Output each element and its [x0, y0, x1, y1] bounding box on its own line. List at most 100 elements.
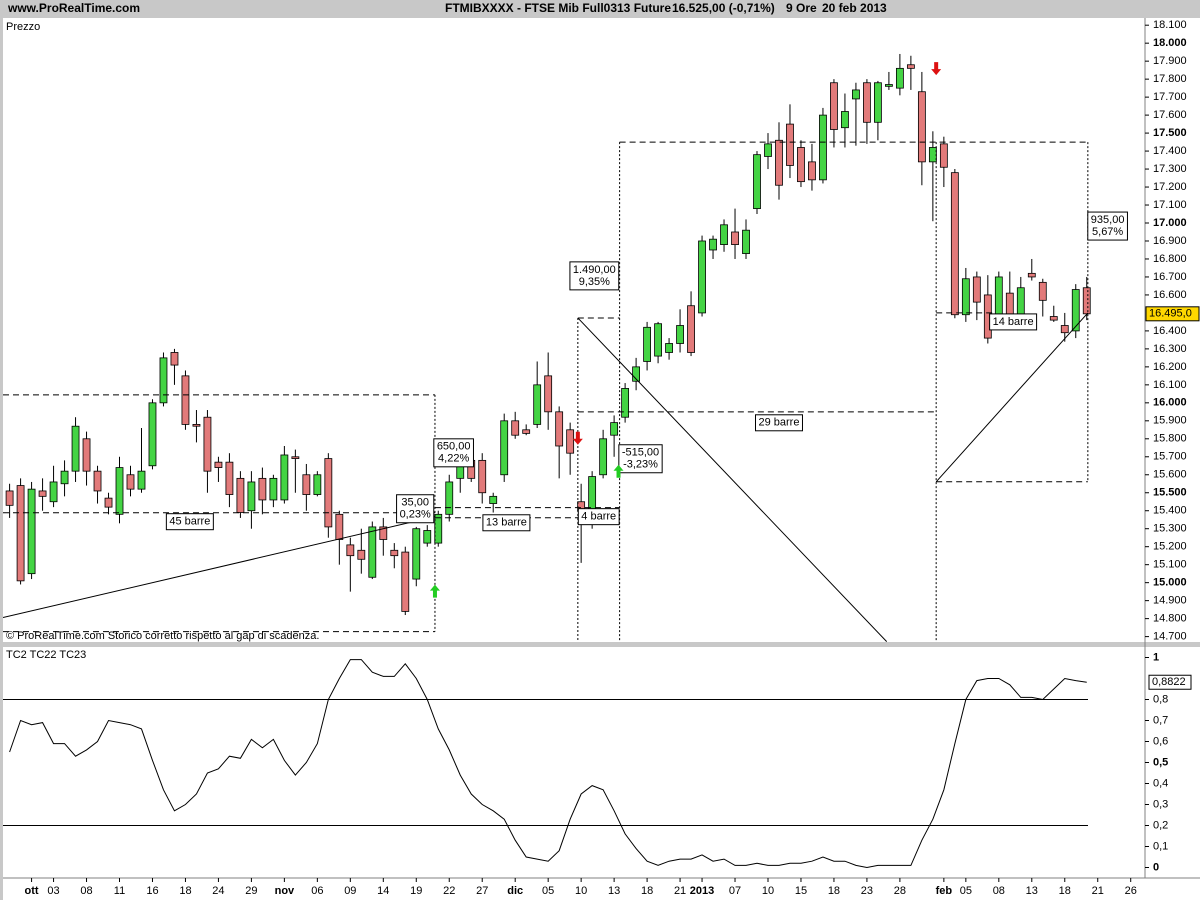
candle-body — [665, 343, 673, 353]
timeframe: 9 Ore — [786, 1, 817, 15]
y-tick-label: 15.400 — [1153, 505, 1187, 517]
y-tick-label: 14.900 — [1153, 595, 1187, 607]
y-tick-label: 16.300 — [1153, 343, 1187, 355]
candle-body — [961, 278, 970, 316]
candle-body — [478, 459, 487, 494]
candle-body — [1060, 325, 1069, 334]
x-tick-label: 13 — [608, 885, 620, 897]
panel-title: Prezzo — [6, 21, 40, 33]
x-tick-label: 28 — [894, 885, 906, 897]
price-tag — [1145, 306, 1200, 322]
y-tick-label: 0,4 — [1153, 777, 1168, 789]
candle-body — [500, 420, 509, 476]
candle-body — [412, 528, 421, 580]
candle-body — [928, 147, 937, 163]
candle-body — [148, 402, 157, 467]
candle-body — [1049, 316, 1058, 321]
drawing-line — [935, 312, 1089, 483]
x-tick-label: 03 — [47, 885, 59, 897]
annotation-box — [569, 261, 620, 291]
y-tick-label: 16.000 — [1153, 397, 1187, 409]
candle-body — [1027, 272, 1036, 278]
site-name[interactable]: www.ProRealTime.com — [7, 1, 140, 15]
y-tick-label: 0 — [1153, 861, 1159, 873]
annotation-box — [396, 494, 435, 524]
candle-body — [566, 429, 575, 454]
candle-body — [972, 276, 981, 303]
value-tag — [1148, 674, 1192, 690]
candle-body — [82, 438, 91, 472]
candle-body — [126, 474, 135, 490]
candle-body — [917, 91, 926, 163]
x-tick-label: 18 — [1059, 885, 1071, 897]
candle-body — [16, 485, 25, 582]
candle-body — [863, 82, 871, 123]
candle-body — [434, 513, 443, 544]
x-tick-label: 09 — [344, 885, 356, 897]
value-tag-label: 0,8822 — [1152, 676, 1186, 688]
candle-body — [93, 470, 102, 492]
header-bar — [0, 0, 1200, 18]
y-tick-label: 15.900 — [1153, 415, 1187, 427]
candle-body — [137, 470, 146, 490]
candle-body — [764, 143, 772, 157]
candle-body — [291, 456, 300, 459]
annotation-text: 35,00 — [401, 497, 429, 509]
annotation-box — [577, 508, 620, 526]
candle-body — [1071, 289, 1080, 332]
panel-separator — [3, 642, 1200, 647]
x-tick-label: 11 — [114, 885, 125, 897]
y-tick-label: 16.900 — [1153, 235, 1187, 247]
x-tick-label: ott — [25, 885, 39, 897]
y-tick-label: 17.200 — [1153, 181, 1187, 193]
instrument: FTMIBXXXX - FTSE Mib Full0313 Future — [445, 1, 671, 15]
candle-body — [27, 488, 36, 575]
annotation-box — [754, 414, 803, 432]
x-tick-label: 14 — [377, 885, 389, 897]
candle-body — [1038, 281, 1047, 301]
x-tick-label: dic — [507, 885, 523, 897]
candle-body — [390, 549, 399, 557]
candle-body — [258, 477, 267, 501]
candle-body — [533, 384, 542, 425]
annotation-text: 13 barre — [486, 517, 527, 529]
x-tick-label: 18 — [179, 885, 191, 897]
y-tick-label: 16.700 — [1153, 271, 1187, 283]
x-tick-label: 13 — [1026, 885, 1038, 897]
candle-body — [950, 172, 959, 316]
y-tick-label: 15.300 — [1153, 523, 1187, 535]
annotation-text: 4 barre — [581, 511, 616, 523]
y-tick-label: 14.700 — [1153, 631, 1187, 643]
y-tick-label: 16.800 — [1153, 253, 1187, 265]
candle-body — [203, 416, 212, 472]
signal-arrow — [429, 584, 440, 598]
x-tick-label: 05 — [960, 885, 972, 897]
annotation-text: 935,00 — [1091, 214, 1125, 226]
annotation-text: 5,67% — [1092, 226, 1123, 238]
annotation-box — [165, 513, 214, 531]
candle-body — [852, 89, 860, 100]
candle-body — [214, 461, 223, 468]
last-price: 16.525,00 (-0,71%) — [672, 1, 775, 15]
y-tick-label: 0,6 — [1153, 735, 1168, 747]
y-tick-label: 17.400 — [1153, 145, 1187, 157]
candle-body — [313, 474, 322, 495]
candle-body — [643, 326, 651, 362]
candle-body — [797, 147, 805, 183]
x-tick-label: 07 — [729, 885, 741, 897]
y-tick-label: 15.700 — [1153, 451, 1187, 463]
candle-body — [489, 495, 498, 504]
annotation-text: 0,23% — [400, 509, 431, 521]
candle-body — [775, 139, 783, 186]
y-tick-label: 16.400 — [1153, 325, 1187, 337]
x-tick-label: feb — [936, 885, 953, 897]
candle-body — [786, 123, 794, 166]
x-tick-label: 10 — [575, 885, 587, 897]
candle-body — [632, 366, 641, 382]
drawing-line — [3, 516, 436, 619]
y-tick-label: 18.100 — [1153, 19, 1187, 31]
annotation-text: -3,23% — [623, 459, 658, 471]
candle-body — [939, 143, 948, 168]
candle-body — [181, 375, 190, 425]
